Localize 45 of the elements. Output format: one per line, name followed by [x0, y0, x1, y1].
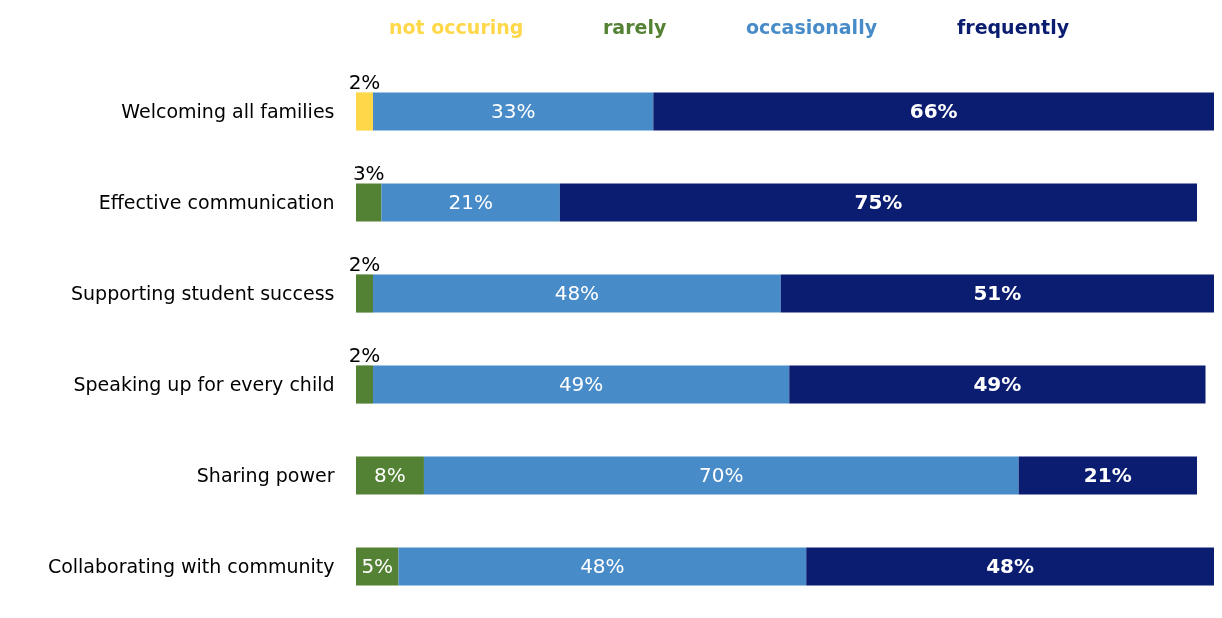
data-label: 8% — [374, 462, 406, 487]
data-label: 48% — [580, 553, 625, 578]
bar — [789, 365, 1206, 404]
bar — [398, 547, 807, 586]
data-label: 21% — [1083, 462, 1132, 487]
data-label: 2% — [348, 342, 381, 367]
y-tick-label: Collaborating with community — [47, 554, 335, 577]
data-label: 48% — [986, 553, 1035, 578]
bar — [372, 274, 781, 313]
bar — [381, 183, 560, 222]
bar — [423, 456, 1019, 495]
data-label: 75% — [854, 189, 903, 214]
data-label: 33% — [490, 98, 536, 123]
bar — [356, 274, 373, 313]
bar — [559, 183, 1198, 222]
bar — [356, 92, 373, 131]
bar — [356, 456, 424, 495]
data-label: 70% — [699, 462, 744, 487]
y-tick-label: Welcoming all families — [121, 99, 335, 122]
data-label: 2% — [348, 69, 381, 94]
data-label: 49% — [558, 371, 604, 396]
bar — [372, 365, 790, 404]
text: not occuring — [389, 15, 524, 38]
text: rarely — [603, 15, 667, 38]
data-label: 2% — [348, 251, 381, 276]
bar — [780, 274, 1214, 313]
y-tick-label: Effective communication — [98, 190, 335, 213]
bar — [806, 547, 1214, 586]
data-label: 49% — [973, 371, 1022, 396]
y-tick-label: Supporting student success — [70, 281, 335, 304]
data-label: 21% — [448, 189, 493, 214]
data-label: 48% — [554, 280, 600, 305]
data-label: 51% — [973, 280, 1022, 305]
data-label: 5% — [361, 553, 394, 578]
bar — [372, 92, 654, 131]
bar — [1018, 456, 1198, 495]
bar — [356, 365, 373, 404]
text: frequently — [957, 15, 1070, 38]
bar — [653, 92, 1214, 131]
bar — [356, 183, 382, 222]
y-tick-label: Sharing power — [196, 463, 335, 486]
text: occasionally — [746, 15, 878, 38]
data-label: 66% — [909, 98, 958, 123]
y-tick-label: Speaking up for every child — [73, 372, 335, 395]
data-label: 3% — [352, 160, 385, 185]
